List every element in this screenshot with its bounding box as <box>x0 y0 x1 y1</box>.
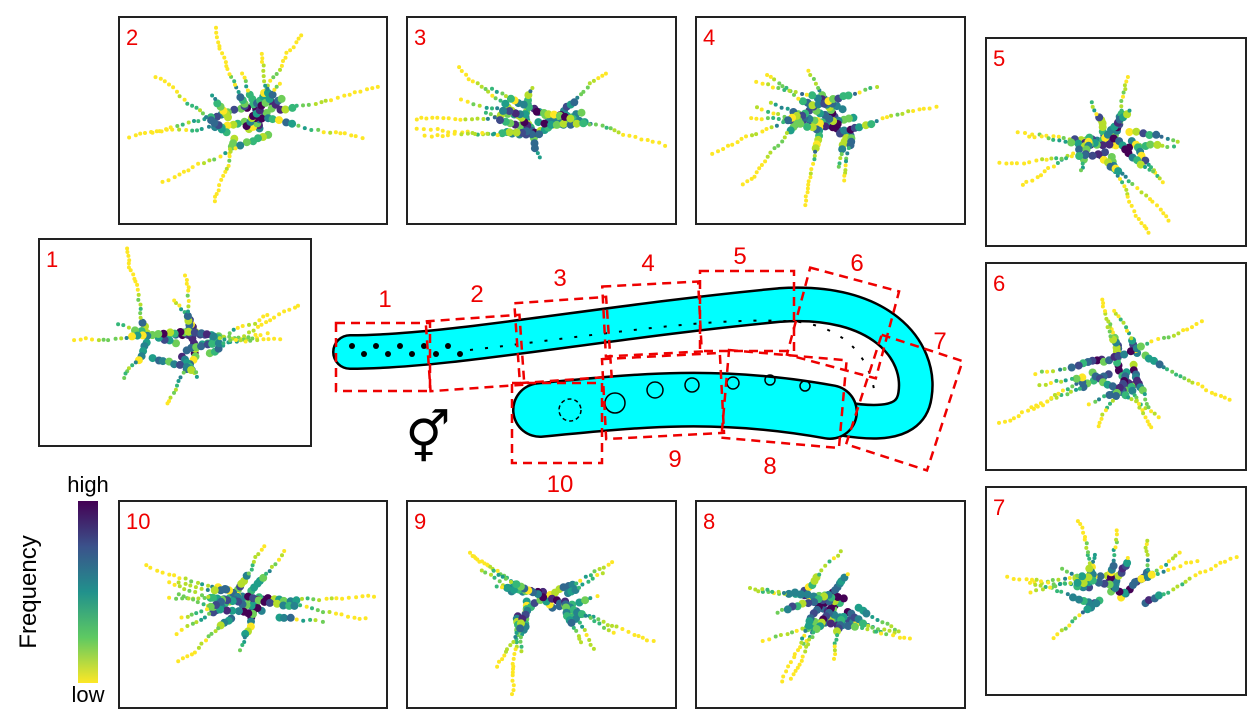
sex-symbol: ⚥ <box>405 409 450 466</box>
region-label: 6 <box>850 250 863 277</box>
region-label: 5 <box>733 243 746 270</box>
panel-label: 4 <box>703 25 715 50</box>
colorbar: high low Frequency <box>15 472 109 707</box>
panel-label: 10 <box>126 509 150 534</box>
panel: 7 <box>986 487 1246 695</box>
panel: 2 <box>119 17 387 224</box>
gonad: ⚥ 1 2 3 4 5 6 7 8 9 10 <box>336 243 963 498</box>
region-label: 10 <box>547 471 574 498</box>
panels: 1 2 3 4 5 6 7 8 9 10 <box>39 17 1246 708</box>
panel: 6 <box>986 263 1246 470</box>
colorbar-title: Frequency <box>15 535 42 648</box>
region-label: 1 <box>378 286 391 313</box>
figure: 1 2 3 4 5 6 7 8 9 10 high low Frequency ⚥ 1 2 3 4 5 6 7… <box>0 0 1247 709</box>
panel: 5 <box>986 38 1246 246</box>
panel-label: 9 <box>414 509 426 534</box>
colorbar-high: high <box>67 472 109 497</box>
panel: 10 <box>119 501 387 708</box>
panel-label: 5 <box>993 46 1005 71</box>
panel: 8 <box>696 501 965 708</box>
region-label: 9 <box>668 446 681 473</box>
panel: 3 <box>407 17 676 224</box>
panel-label: 3 <box>414 25 426 50</box>
panel: 1 <box>39 239 311 446</box>
panel-label: 6 <box>993 271 1005 296</box>
colorbar-gradient <box>78 501 98 683</box>
region-label: 4 <box>641 250 654 277</box>
region-label: 3 <box>553 265 566 292</box>
panel-label: 7 <box>993 495 1005 520</box>
colorbar-low: low <box>71 682 104 707</box>
region-label: 2 <box>470 281 483 308</box>
panel: 9 <box>407 501 676 708</box>
panel: 4 <box>696 17 965 224</box>
panel-frame <box>407 501 676 708</box>
panel-label: 8 <box>703 509 715 534</box>
panel-label: 2 <box>126 25 138 50</box>
panel-label: 1 <box>46 247 58 272</box>
region-label: 8 <box>763 453 776 480</box>
region-label: 7 <box>933 328 946 355</box>
